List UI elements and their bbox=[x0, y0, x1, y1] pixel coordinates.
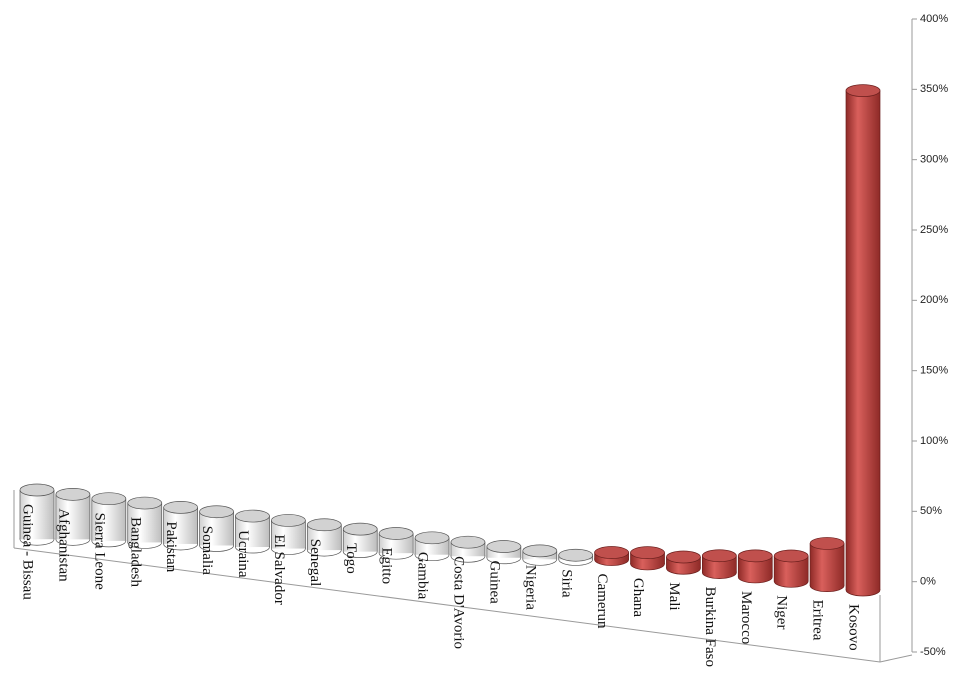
x-tick-label: Niger bbox=[774, 595, 790, 629]
cylinder bbox=[342, 522, 378, 558]
cylinder-top bbox=[666, 550, 701, 564]
x-tick-label: Kosovo bbox=[846, 604, 862, 651]
x-tick-label: Siria bbox=[558, 569, 574, 598]
cylinder bbox=[809, 537, 845, 593]
x-tick-label: Senegal bbox=[307, 539, 323, 586]
x-tick-label: Gambia bbox=[415, 552, 431, 600]
cylinder-top bbox=[55, 487, 91, 501]
cylinder-top bbox=[701, 549, 737, 563]
cylinder bbox=[199, 505, 234, 552]
cylinder bbox=[55, 487, 91, 546]
cylinder-top bbox=[306, 518, 342, 532]
y-tick-label: 350% bbox=[920, 83, 948, 95]
y-tick-label: 0% bbox=[920, 576, 936, 588]
cylinder-top bbox=[594, 546, 629, 559]
cylinder bbox=[91, 492, 127, 548]
cylinder-top bbox=[342, 522, 378, 536]
cylinder-top bbox=[773, 549, 809, 563]
cylinder-top bbox=[414, 531, 450, 545]
cylinder bbox=[486, 540, 522, 565]
cylinder bbox=[127, 496, 163, 549]
cylinder bbox=[19, 483, 55, 546]
x-tick-label: Nigeria bbox=[522, 565, 538, 610]
cylinder bbox=[306, 518, 342, 557]
cylinder-body bbox=[846, 90, 880, 590]
cylinder bbox=[773, 549, 809, 588]
cylinder-top bbox=[486, 540, 522, 553]
x-tick-label: Marocco bbox=[738, 591, 754, 644]
cylinder-body bbox=[55, 494, 90, 540]
y-tick-label: 50% bbox=[920, 505, 942, 517]
cylinder bbox=[701, 549, 737, 579]
cylinder bbox=[845, 84, 881, 597]
cylinder bbox=[450, 535, 486, 563]
x-tick-label: Ucraina bbox=[235, 530, 251, 578]
y-tick-label: -50% bbox=[920, 646, 946, 658]
cylinder-top bbox=[630, 546, 665, 560]
cylinder bbox=[594, 546, 629, 566]
cylinder-top bbox=[378, 527, 414, 540]
x-tick-label: Togo bbox=[343, 543, 359, 574]
cylinder-top bbox=[91, 492, 127, 506]
cylinder-body bbox=[20, 490, 54, 540]
cylinder bbox=[414, 531, 450, 562]
x-tick-label: El Salvador bbox=[271, 534, 287, 604]
cylinder-top bbox=[450, 535, 486, 549]
x-tick-label: Camerun bbox=[594, 574, 610, 629]
cylinder-top bbox=[235, 509, 270, 523]
y-tick-label: 100% bbox=[920, 435, 948, 447]
cylinder-top bbox=[809, 537, 845, 550]
cylinder bbox=[163, 501, 199, 551]
x-tick-label: Guinea bbox=[486, 561, 502, 605]
cylinder-top bbox=[163, 501, 199, 514]
y-tick-label: 300% bbox=[920, 154, 948, 166]
x-tick-label: Sierra Leone bbox=[91, 513, 107, 590]
x-tick-label: Somalia bbox=[199, 526, 215, 576]
y-tick-label: 200% bbox=[920, 294, 948, 306]
y-tick-label: 250% bbox=[920, 224, 948, 236]
cylinder-top bbox=[127, 496, 163, 510]
cylinder-top bbox=[737, 549, 773, 563]
cylinder bbox=[522, 544, 558, 566]
cylinder-top bbox=[558, 548, 594, 562]
cylinder-top bbox=[845, 84, 881, 97]
x-tick-label: Egitto bbox=[379, 547, 395, 584]
cylinder-body bbox=[127, 503, 162, 543]
x-tick-label: Guinea - Bissau bbox=[20, 504, 36, 600]
cylinder-top bbox=[199, 505, 234, 519]
cylinder-body bbox=[343, 529, 378, 552]
x-tick-label: Mali bbox=[666, 582, 682, 610]
cylinder bbox=[235, 509, 270, 554]
x-tick-label: Afghanistan bbox=[55, 508, 71, 582]
cylinder-top bbox=[271, 514, 306, 527]
cylinder bbox=[737, 549, 773, 584]
cylinder-top bbox=[522, 544, 558, 558]
cylinder-top bbox=[19, 483, 55, 497]
x-tick-label: Pakistan bbox=[163, 521, 179, 572]
y-tick-label: 150% bbox=[920, 365, 948, 377]
x-tick-label: Bangladesh bbox=[127, 517, 143, 587]
cylinder-body bbox=[91, 498, 126, 541]
cylinder bbox=[630, 546, 665, 571]
x-tick-label: Costa D'Avorio bbox=[451, 556, 467, 649]
x-tick-label: Eritrea bbox=[810, 600, 826, 641]
x-tick-label: Ghana bbox=[630, 578, 646, 617]
y-tick-label: 400% bbox=[920, 13, 948, 25]
cylinder-body bbox=[810, 543, 845, 586]
cylinder bbox=[666, 550, 701, 575]
cylinder bbox=[271, 514, 306, 555]
x-tick-label: Burkina Faso bbox=[702, 587, 718, 667]
cylinder bbox=[378, 527, 414, 560]
cylinder bbox=[558, 548, 594, 566]
